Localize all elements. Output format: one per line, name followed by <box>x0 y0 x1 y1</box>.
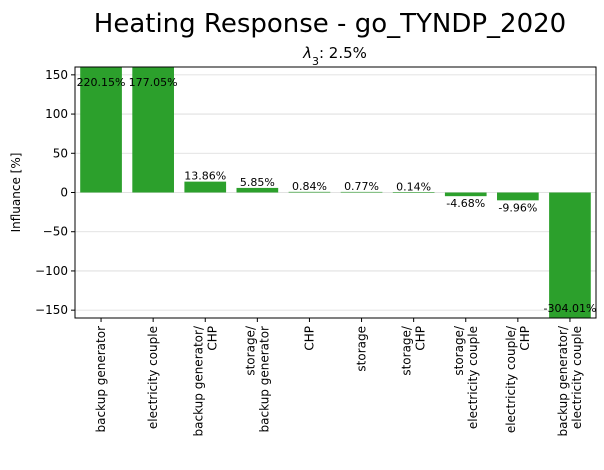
x-tick-label-line: storage <box>355 326 369 372</box>
x-tick-label: backup generator/electricity couple <box>556 325 584 436</box>
y-axis-ticks: −150 −100 −50 0 50 100 150 <box>35 68 75 317</box>
bar <box>549 192 591 318</box>
x-tick-label-line: electricity couple <box>570 326 584 429</box>
x-tick-label-line: CHP <box>518 326 532 351</box>
y-tick-label: −100 <box>35 264 68 278</box>
x-tick-label: electricity couple/CHP <box>504 325 532 433</box>
y-axis-label: Influance [%] <box>9 153 23 233</box>
bar-value-label: -304.01% <box>543 302 596 315</box>
bars <box>80 67 591 318</box>
x-axis-ticks: backup generator electricity couple backup… <box>94 318 584 436</box>
chart-title: Heating Response - go_TYNDP_2020 <box>94 9 566 39</box>
x-tick-label-line: backup generator <box>257 326 271 433</box>
x-tick-label-line: storage/ <box>452 325 466 376</box>
y-tick-label: 0 <box>60 186 68 200</box>
x-tick-label: storage/electricity couple <box>452 325 480 429</box>
bar-value-label: 220.15% <box>77 76 126 89</box>
bar-value-labels: 220.15% 177.05% 13.86% 5.85% 0.84% 0.77% 0.14%… <box>77 76 597 315</box>
bar <box>444 192 487 197</box>
bar-value-label: -4.68% <box>446 197 485 210</box>
x-tick-label: CHP <box>302 326 316 351</box>
bar <box>392 192 435 193</box>
y-tick-label: 50 <box>53 146 68 160</box>
x-tick-label: storage/CHP <box>400 325 428 376</box>
bar-value-label: 177.05% <box>129 76 178 89</box>
bar-value-label: 13.86% <box>184 170 226 183</box>
x-tick-label: storage <box>355 326 369 372</box>
x-tick-label: backup generator/CHP <box>191 325 219 436</box>
bar <box>340 191 383 193</box>
bar <box>497 192 539 201</box>
y-tick-label: 100 <box>45 107 68 121</box>
x-tick-label-line: electricity couple/ <box>504 325 518 433</box>
x-tick-label-line: CHP <box>414 326 428 351</box>
bar-value-label: 0.84% <box>292 180 327 193</box>
bar <box>132 67 174 193</box>
x-tick-label-line: storage/ <box>243 325 257 376</box>
x-tick-label-line: electricity couple <box>466 326 480 429</box>
bar <box>80 67 122 193</box>
y-tick-label: −150 <box>35 303 68 317</box>
x-tick-label-line: backup generator/ <box>191 325 205 436</box>
bar <box>288 191 331 193</box>
x-tick-label: electricity couple <box>146 326 160 429</box>
x-tick-label-line: CHP <box>302 326 316 351</box>
chart-subtitle: λ3: 2.5% <box>302 44 367 68</box>
x-tick-label: storage/backup generator <box>243 325 271 432</box>
y-tick-label: −50 <box>43 225 68 239</box>
bar <box>236 187 279 193</box>
x-tick-label-line: storage/ <box>400 325 414 376</box>
x-tick-label-line: electricity couple <box>146 326 160 429</box>
x-tick-label: backup generator <box>94 326 108 433</box>
bar-value-label: 5.85% <box>240 176 275 189</box>
x-tick-label-line: CHP <box>205 326 219 351</box>
x-tick-label-line: backup generator/ <box>556 325 570 436</box>
bar-value-label: 0.14% <box>396 180 431 193</box>
x-tick-label-line: backup generator <box>94 326 108 433</box>
bar-value-label: -9.96% <box>498 201 537 214</box>
bar-value-label: 0.77% <box>344 180 379 193</box>
y-tick-label: 150 <box>45 68 68 82</box>
bar <box>184 181 227 193</box>
